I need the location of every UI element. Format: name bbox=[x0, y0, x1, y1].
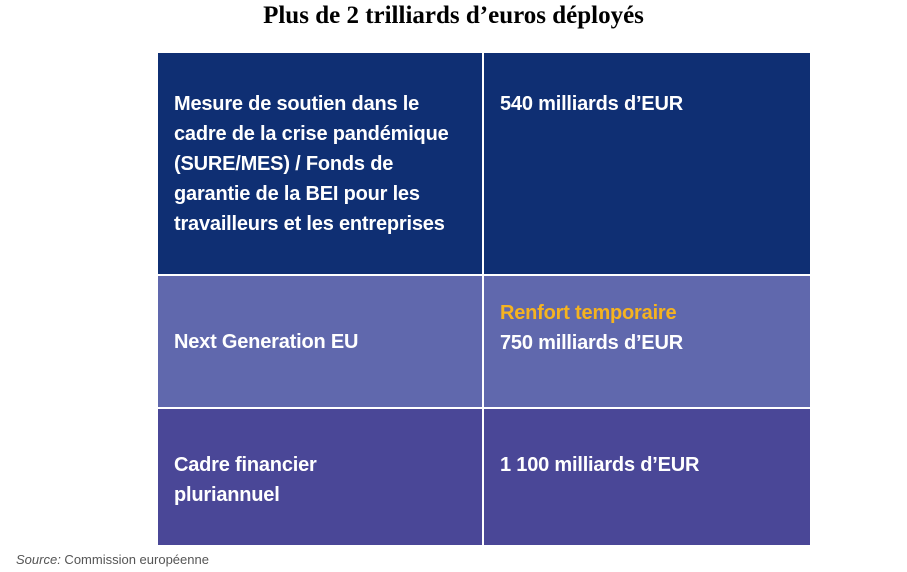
source-text: Commission européenne bbox=[60, 552, 209, 567]
row-2-label-cell: Next Generation EU bbox=[158, 276, 482, 407]
funding-table: Mesure de soutien dans le cadre de la cr… bbox=[158, 53, 810, 545]
page-title: Plus de 2 trilliards d’euros déployés bbox=[263, 2, 644, 29]
row-3-value: 1 100 milliards d’EUR bbox=[500, 454, 700, 476]
row-1-value-cell: 540 milliards d’EUR bbox=[484, 53, 810, 274]
row-3-label-cell: Cadre financier pluriannuel bbox=[158, 409, 482, 545]
row-2-value-block: Renfort temporaire 750 milliards d’EUR bbox=[500, 298, 683, 358]
row-1-label: Mesure de soutien dans le cadre de la cr… bbox=[174, 93, 449, 235]
row-1-value: 540 milliards d’EUR bbox=[500, 93, 683, 115]
row-2-value: 750 milliards d’EUR bbox=[500, 332, 683, 354]
source-label: Source: bbox=[16, 552, 61, 567]
row-1-label-cell: Mesure de soutien dans le cadre de la cr… bbox=[158, 53, 482, 274]
row-3-label: Cadre financier pluriannuel bbox=[174, 454, 317, 506]
source-note: Source: Commission européenne bbox=[16, 552, 209, 567]
row-2-value-cell: Renfort temporaire 750 milliards d’EUR bbox=[484, 276, 810, 407]
row-3-value-cell: 1 100 milliards d’EUR bbox=[484, 409, 810, 545]
row-2-highlight: Renfort temporaire bbox=[500, 302, 677, 324]
row-2-label: Next Generation EU bbox=[174, 331, 359, 353]
